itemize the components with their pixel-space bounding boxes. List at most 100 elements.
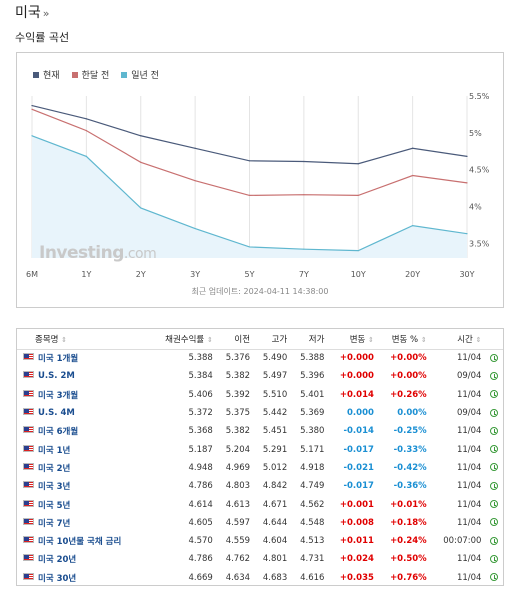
data-point <box>466 155 468 157</box>
sort-icon: ⇕ <box>475 335 482 344</box>
data-point <box>31 104 33 107</box>
us-flag-icon <box>23 517 34 525</box>
legend-label-year-ago: 일년 전 <box>131 71 159 81</box>
y-tick-label: 5% <box>469 129 482 138</box>
prev-cell: 4.969 <box>225 462 251 473</box>
low-cell: 4.616 <box>300 572 325 583</box>
table-row[interactable]: 미국 3개월 5.406 5.392 5.510 5.401 +0.014 +0.26% 11… <box>17 386 503 404</box>
clock-icon <box>490 573 498 582</box>
high-cell: 4.683 <box>262 572 288 583</box>
col-header-name[interactable]: 종목명 ⇕ <box>17 329 152 350</box>
data-point <box>357 194 359 197</box>
us-flag-icon <box>23 353 34 361</box>
data-point <box>357 163 359 165</box>
chart-plot: 6M 1Y 2Y 3Y 5Y 7Y 10Y 20Y 30Y 5.5% 5% 4.5% 4% 3.5% <box>26 92 490 279</box>
table-row[interactable]: U.S. 4M 5.372 5.375 5.442 5.369 0.000 0.00% 09/… <box>17 404 503 422</box>
us-flag-icon <box>23 536 34 544</box>
bond-name-link[interactable]: 미국 30년 <box>38 573 77 584</box>
time-cell: 11/04 <box>456 499 482 510</box>
bond-yield-table: 종목명 ⇕ 채권수익률 ⇕ 이전 고가 저가 변동 ⇕ 변동 % ⇕ 시간 ⇕ … <box>17 329 503 587</box>
bond-name-link[interactable]: 미국 1년 <box>38 445 71 456</box>
time-cell: 00:07:00 <box>443 536 482 547</box>
table-header-row: 종목명 ⇕ 채권수익률 ⇕ 이전 고가 저가 변동 ⇕ 변동 % ⇕ 시간 ⇕ <box>17 329 503 350</box>
table-row[interactable]: 미국 5년 4.614 4.613 4.671 4.562 +0.001 +0.01% 11/… <box>17 495 503 513</box>
status-cell <box>486 459 503 477</box>
clock-icon <box>490 554 498 563</box>
bond-name-link[interactable]: 미국 20년 <box>38 555 77 566</box>
low-cell: 5.369 <box>300 408 325 419</box>
table-row[interactable]: 미국 1년 5.187 5.204 5.291 5.171 -0.017 -0.33% 11/… <box>17 440 503 458</box>
change-cell: -0.021 <box>343 462 374 473</box>
col-header-time[interactable]: 시간 ⇕ <box>431 329 487 350</box>
bond-name-link[interactable]: 미국 3개월 <box>38 390 79 401</box>
low-cell: 5.171 <box>300 444 325 455</box>
y-tick-label: 5.5% <box>469 92 490 101</box>
flag-cell <box>17 550 34 568</box>
change-cell: 0.000 <box>347 408 374 419</box>
legend-swatch-month-ago <box>71 71 78 78</box>
data-point <box>248 194 251 197</box>
table-row[interactable]: 미국 2년 4.948 4.969 5.012 4.918 -0.021 -0.42% 11/… <box>17 459 503 477</box>
bond-name-link[interactable]: 미국 10년물 국채 금리 <box>38 537 122 548</box>
high-cell: 5.497 <box>262 371 288 382</box>
time-cell: 11/04 <box>456 426 482 437</box>
us-flag-icon <box>23 444 34 452</box>
bond-name-link[interactable]: 미국 5년 <box>38 500 71 511</box>
high-cell: 4.644 <box>262 517 288 528</box>
flag-cell <box>17 386 34 404</box>
col-header-high[interactable]: 고가 <box>255 329 293 350</box>
us-flag-icon <box>23 462 34 470</box>
col-header-yield[interactable]: 채권수익률 ⇕ <box>151 329 218 350</box>
bond-name-link[interactable]: U.S. 2M <box>38 371 75 382</box>
flag-cell <box>17 367 34 385</box>
bond-name-link[interactable]: 미국 2년 <box>38 463 71 474</box>
change-pct-cell: +0.01% <box>390 499 427 510</box>
change-pct-cell: -0.25% <box>393 426 427 437</box>
bond-name-link[interactable]: 미국 3년 <box>38 482 71 493</box>
bond-name-cell: 미국 30년 <box>34 569 151 587</box>
bond-name-link[interactable]: U.S. 4M <box>38 408 75 419</box>
table-row[interactable]: 미국 1개월 5.388 5.376 5.490 5.388 +0.000 +0.00% 11… <box>17 349 503 367</box>
last-updated-text: 최근 업데이트: 2024-04-11 14:38:00 <box>191 287 329 296</box>
prev-cell: 4.613 <box>225 499 251 510</box>
col-header-status <box>486 329 503 350</box>
col-header-prev[interactable]: 이전 <box>217 329 256 350</box>
legend-item-month-ago[interactable]: 한달 전 <box>71 68 109 81</box>
col-header-change-pct[interactable]: 변동 % ⇕ <box>378 329 432 350</box>
change-pct-cell: -0.36% <box>393 481 427 492</box>
investing-watermark-logo: Investing.com <box>39 243 157 263</box>
data-point <box>412 147 414 149</box>
legend-item-current[interactable]: 현재 <box>33 68 60 81</box>
raquo-icon[interactable]: » <box>42 7 50 20</box>
change-cell: +0.000 <box>339 371 374 382</box>
col-header-low[interactable]: 저가 <box>292 329 330 350</box>
low-cell: 4.562 <box>300 499 325 510</box>
flag-cell <box>17 569 34 587</box>
table-row[interactable]: 미국 10년물 국채 금리 4.570 4.559 4.604 4.513 +0.011 +… <box>17 532 503 550</box>
table-row[interactable]: U.S. 2M 5.384 5.382 5.497 5.396 +0.000 +0.00% 0… <box>17 367 503 385</box>
table-row[interactable]: 미국 7년 4.605 4.597 4.644 4.548 +0.008 +0.18% 11/… <box>17 514 503 532</box>
prev-cell: 5.392 <box>225 389 251 400</box>
clock-icon <box>490 481 498 490</box>
bond-name-link[interactable]: 미국 7년 <box>38 518 71 529</box>
data-point <box>412 174 414 177</box>
table-row[interactable]: 미국 30년 4.669 4.634 4.683 4.616 +0.035 +0.76% 11… <box>17 569 503 587</box>
change-cell: +0.014 <box>339 389 374 400</box>
prev-cell: 5.382 <box>225 371 251 382</box>
clock-icon <box>490 371 498 380</box>
prev-cell: 5.382 <box>225 426 251 437</box>
data-point <box>466 182 468 184</box>
bond-name-link[interactable]: 미국 6개월 <box>38 427 79 438</box>
bond-name-link[interactable]: 미국 1개월 <box>38 354 79 365</box>
data-point <box>248 160 251 162</box>
table-row[interactable]: 미국 6개월 5.368 5.382 5.451 5.380 -0.014 -0.25% 11… <box>17 422 503 440</box>
legend-item-year-ago[interactable]: 일년 전 <box>121 68 159 81</box>
data-point <box>303 194 305 196</box>
status-cell <box>486 422 503 440</box>
col-header-change[interactable]: 변동 ⇕ <box>329 329 379 350</box>
table-row[interactable]: 미국 20년 4.786 4.762 4.801 4.731 +0.024 +0.50% 11… <box>17 550 503 568</box>
yield-cell: 4.570 <box>188 536 213 547</box>
x-tick-label: 10Y <box>351 270 366 279</box>
table-row[interactable]: 미국 3년 4.786 4.803 4.842 4.749 -0.017 -0.36% 11/… <box>17 477 503 495</box>
yield-cell: 4.786 <box>188 554 213 565</box>
